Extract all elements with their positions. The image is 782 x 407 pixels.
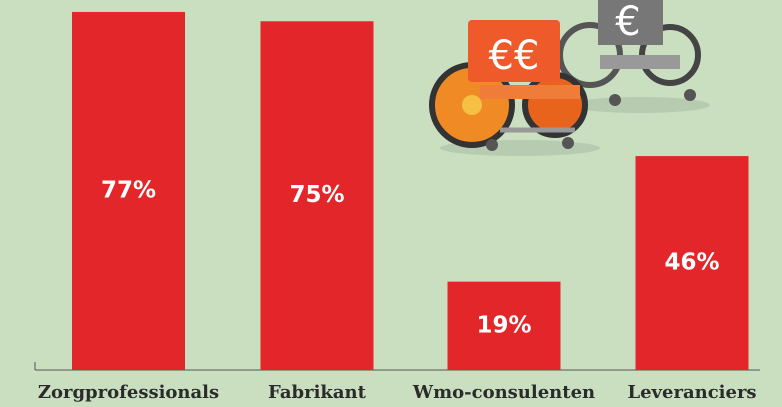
x-tick-label: Wmo-consulenten <box>412 382 595 403</box>
chart: € €€ 77% Zorgprofessionals 75% Fabrikant 19%… <box>0 0 782 407</box>
data-label: 46% <box>664 250 719 276</box>
data-label: 77% <box>101 177 156 203</box>
annotation: €€ <box>489 33 540 79</box>
x-tick-label: Zorgprofessionals <box>38 382 219 403</box>
annotation: € <box>615 0 640 45</box>
data-label: 19% <box>476 312 531 338</box>
x-tick-label: Leveranciers <box>627 382 756 403</box>
x-tick-label: Fabrikant <box>268 382 367 403</box>
data-label: 75% <box>289 182 344 208</box>
